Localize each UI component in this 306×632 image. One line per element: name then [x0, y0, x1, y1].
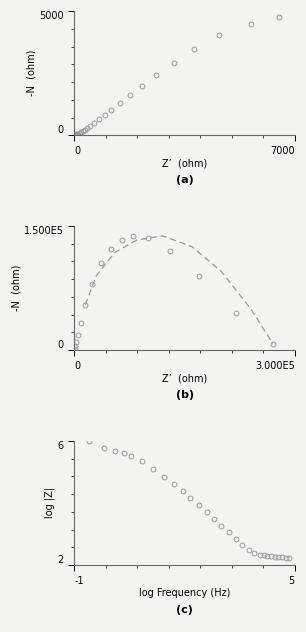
- Text: (b): (b): [176, 390, 194, 400]
- Y-axis label: -N  (ohm): -N (ohm): [27, 50, 36, 97]
- Y-axis label: log |Z|: log |Z|: [44, 487, 55, 518]
- X-axis label: log Frequency (Hz): log Frequency (Hz): [139, 588, 230, 599]
- Text: (a): (a): [176, 175, 193, 185]
- Y-axis label: -N  (ohm): -N (ohm): [11, 265, 21, 312]
- Text: (c): (c): [176, 605, 193, 615]
- X-axis label: Z’  (ohm): Z’ (ohm): [162, 374, 207, 384]
- X-axis label: Z’  (ohm): Z’ (ohm): [162, 159, 207, 169]
